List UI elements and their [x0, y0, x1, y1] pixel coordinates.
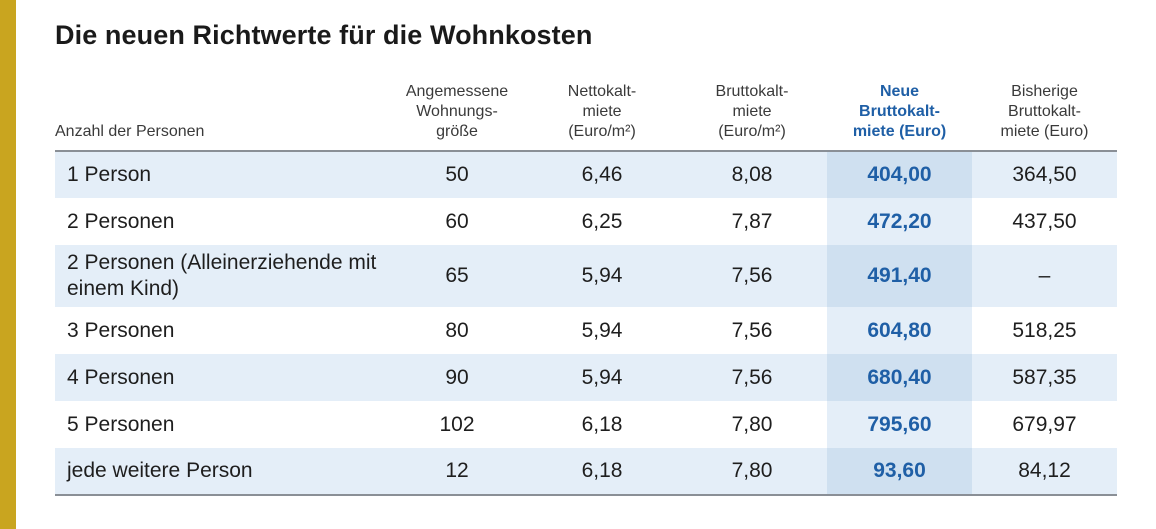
cell-new-gross-rent: 795,60 [827, 401, 972, 448]
header-persons: Anzahl der Personen [55, 64, 387, 152]
header-previous-gross-rent: Bisherige Bruttokalt- miete (Euro) [972, 64, 1117, 152]
cell-net-rent: 5,94 [527, 307, 677, 354]
cell-net-rent: 5,94 [527, 354, 677, 401]
cell-net-rent: 6,18 [527, 401, 677, 448]
cell-persons: 4 Personen [55, 354, 387, 401]
header-line: miete (Euro) [852, 123, 947, 140]
cell-previous-gross-rent: – [972, 245, 1117, 307]
header-line: Anzahl der Personen [55, 123, 205, 140]
cell-previous-gross-rent: 587,35 [972, 354, 1117, 401]
header-line: Bisherige [1011, 83, 1078, 100]
table-row: 1 Person 50 6,46 8,08 404,00 364,50 [55, 151, 1117, 198]
cell-previous-gross-rent: 518,25 [972, 307, 1117, 354]
cell-gross-rent: 7,80 [677, 401, 827, 448]
cell-persons: 3 Personen [55, 307, 387, 354]
header-line: miete [732, 103, 772, 120]
header-line: Bruttokalt- [715, 83, 789, 100]
rent-table: Anzahl der Personen Angemessene Wohnungs… [55, 64, 1117, 496]
cell-persons: 5 Personen [55, 401, 387, 448]
cell-previous-gross-rent: 364,50 [972, 151, 1117, 198]
cell-new-gross-rent: 472,20 [827, 198, 972, 245]
cell-new-gross-rent: 491,40 [827, 245, 972, 307]
cell-size: 50 [387, 151, 527, 198]
header-line: Nettokalt- [567, 83, 637, 100]
cell-persons: 2 Personen (Alleinerziehende mit einem K… [55, 245, 387, 307]
cell-new-gross-rent: 604,80 [827, 307, 972, 354]
cell-gross-rent: 7,56 [677, 307, 827, 354]
cell-new-gross-rent: 404,00 [827, 151, 972, 198]
cell-persons: jede weitere Person [55, 448, 387, 496]
cell-persons: 2 Personen [55, 198, 387, 245]
table-row: 4 Personen 90 5,94 7,56 680,40 587,35 [55, 354, 1117, 401]
cell-new-gross-rent: 680,40 [827, 354, 972, 401]
page-title: Die neuen Richtwerte für die Wohnkosten [55, 20, 593, 50]
header-line: Angemessene [405, 83, 509, 100]
table-row: jede weitere Person 12 6,18 7,80 93,60 8… [55, 448, 1117, 496]
header-line: Wohnungs- [416, 103, 498, 120]
header-line: größe [436, 123, 478, 140]
cell-gross-rent: 7,87 [677, 198, 827, 245]
cell-net-rent: 6,46 [527, 151, 677, 198]
header-new-gross-rent: Neue Bruttokalt- miete (Euro) [827, 64, 972, 152]
table-row: 2 Personen 60 6,25 7,87 472,20 437,50 [55, 198, 1117, 245]
header-gross-cold-rent: Bruttokalt- miete (Euro/m²) [677, 64, 827, 152]
header-line: miete (Euro) [1000, 123, 1089, 140]
header-line: Neue [879, 83, 920, 100]
cell-previous-gross-rent: 437,50 [972, 198, 1117, 245]
table-header-row: Anzahl der Personen Angemessene Wohnungs… [55, 64, 1117, 152]
cell-size: 80 [387, 307, 527, 354]
table-row: 5 Personen 102 6,18 7,80 795,60 679,97 [55, 401, 1117, 448]
cell-persons: 1 Person [55, 151, 387, 198]
cell-size: 60 [387, 198, 527, 245]
cell-previous-gross-rent: 679,97 [972, 401, 1117, 448]
cell-net-rent: 5,94 [527, 245, 677, 307]
header-net-cold-rent: Nettokalt- miete (Euro/m²) [527, 64, 677, 152]
cell-size: 102 [387, 401, 527, 448]
header-line: Bruttokalt- [1008, 103, 1081, 120]
cell-size: 90 [387, 354, 527, 401]
cell-net-rent: 6,25 [527, 198, 677, 245]
cell-new-gross-rent: 93,60 [827, 448, 972, 496]
header-line: (Euro/m²) [568, 123, 636, 140]
header-apartment-size: Angemessene Wohnungs- größe [387, 64, 527, 152]
cell-net-rent: 6,18 [527, 448, 677, 496]
header-line: miete [582, 103, 622, 120]
table-row: 2 Personen (Alleinerziehende mit einem K… [55, 245, 1117, 307]
cell-gross-rent: 7,56 [677, 354, 827, 401]
cell-gross-rent: 8,08 [677, 151, 827, 198]
header-line: (Euro/m²) [718, 123, 786, 140]
cell-size: 12 [387, 448, 527, 496]
cell-size: 65 [387, 245, 527, 307]
cell-previous-gross-rent: 84,12 [972, 448, 1117, 496]
cell-gross-rent: 7,80 [677, 448, 827, 496]
table-row: 3 Personen 80 5,94 7,56 604,80 518,25 [55, 307, 1117, 354]
header-line: Bruttokalt- [859, 103, 940, 120]
cell-gross-rent: 7,56 [677, 245, 827, 307]
accent-bar [0, 0, 16, 529]
